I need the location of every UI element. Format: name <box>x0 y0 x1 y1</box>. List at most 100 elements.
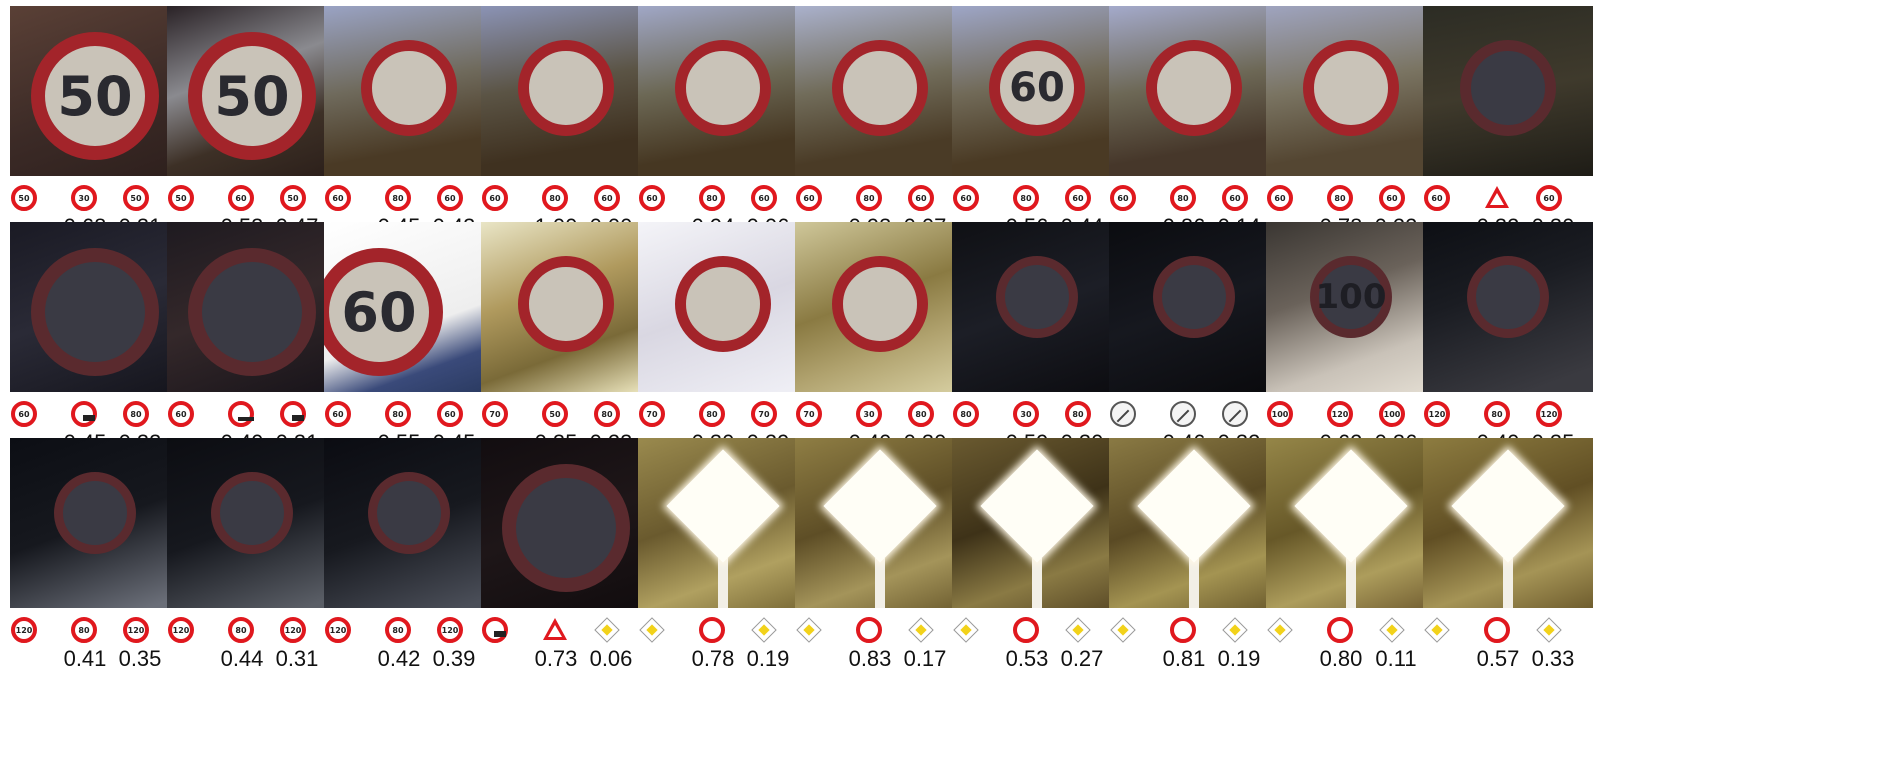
speed-limit-sign <box>1467 256 1549 338</box>
top2-score: 0.35 <box>118 646 162 671</box>
top1-class-icon: 50 <box>541 400 569 428</box>
diamond-shape <box>1065 617 1091 643</box>
true-class-icon: 60 <box>324 184 352 212</box>
sign-photo <box>952 438 1122 608</box>
sign-photo <box>324 6 494 176</box>
sample-cell: 606080600.560.44 <box>952 6 1122 252</box>
true-class-icon <box>1109 400 1137 428</box>
top2-class-icon: 100 <box>1378 400 1406 428</box>
sample-cell: 505060500.530.47 <box>167 6 337 252</box>
sign-digits: 70 <box>751 401 777 427</box>
sample-cell: 120 80 120 0.42 0.39 <box>324 438 494 684</box>
sample-cell: 1001001201000.620.36 <box>1266 222 1436 468</box>
diamond-shape <box>1379 617 1405 643</box>
diamond-shape <box>1267 617 1293 643</box>
sign-digits: 60 <box>437 401 463 427</box>
sign-photo: 50 <box>167 6 337 176</box>
speed-limit-sign <box>1153 256 1235 338</box>
speed-limit-sign <box>188 248 316 376</box>
class-icons: 120 80 120 <box>167 616 337 646</box>
top2-score: 0.19 <box>1217 646 1261 671</box>
top1-class-icon: 80 <box>1483 400 1511 428</box>
speed-limit-sign <box>368 472 450 554</box>
sign-digits: 60 <box>482 185 508 211</box>
class-icons: 60 60 <box>1423 184 1593 214</box>
top2-class-icon: 50 <box>122 184 150 212</box>
diamond-shape <box>1536 617 1562 643</box>
top1-score: 0.81 <box>1162 646 1206 671</box>
top2-class-icon: 50 <box>279 184 307 212</box>
class-icons: 60 80 60 <box>1266 184 1436 214</box>
sample-cell: 6080600.940.06 <box>638 6 808 252</box>
sample-cell: 7080700.300.29 <box>638 222 808 468</box>
class-icons: 70 50 80 <box>481 400 651 430</box>
sign-digits: 60 <box>325 401 351 427</box>
speed-limit-sign: 60 <box>989 40 1085 136</box>
class-icons <box>638 616 808 646</box>
top2-class-icon: 60 <box>436 184 464 212</box>
top1-class-icon: 80 <box>541 184 569 212</box>
top2-class-icon: 120 <box>1535 400 1563 428</box>
sign-photo: 60 <box>952 6 1122 176</box>
top1-class-icon: 80 <box>698 184 726 212</box>
class-icons <box>795 616 965 646</box>
sign-photo <box>481 438 651 608</box>
sign-photo <box>10 222 180 392</box>
class-icons: 60 80 60 <box>1109 184 1279 214</box>
sign-digits: 120 <box>437 617 463 643</box>
sign-digits: 30 <box>1013 401 1039 427</box>
top2-class-icon <box>1535 616 1563 644</box>
top1-score: 0.73 <box>534 646 578 671</box>
triangle-shape <box>1485 186 1509 208</box>
sign-digits: 120 <box>123 617 149 643</box>
sign-digits: 80 <box>699 185 725 211</box>
sign-photo <box>638 222 808 392</box>
top2-class-icon: 80 <box>907 400 935 428</box>
sample-cell: 60600.320.30 <box>1423 6 1593 252</box>
top1-class-icon: 60 <box>227 184 255 212</box>
top1-class-icon: 80 <box>698 400 726 428</box>
true-class-icon <box>638 616 666 644</box>
class-icons <box>481 616 651 646</box>
speed-limit-sign <box>54 472 136 554</box>
sample-cell: 0.83 0.17 <box>795 438 965 684</box>
true-class-icon: 60 <box>1109 184 1137 212</box>
speed-limit-sign <box>1146 40 1242 136</box>
top1-class-icon <box>541 616 569 644</box>
top2-score: 0.31 <box>275 646 319 671</box>
top1-score: 0.57 <box>1476 646 1520 671</box>
truck-glyph <box>292 415 304 421</box>
sign-ring <box>1110 401 1136 427</box>
speed-limit-sign <box>1303 40 1399 136</box>
sign-photo <box>324 438 494 608</box>
sign-digits: 70 <box>482 401 508 427</box>
top2-class-icon: 60 <box>593 184 621 212</box>
speed-limit-sign <box>31 248 159 376</box>
sign-digits: 80 <box>1484 401 1510 427</box>
sign-photo <box>795 6 965 176</box>
top1-class-icon: 80 <box>70 616 98 644</box>
top1-class-icon <box>1169 400 1197 428</box>
class-icons: 50 60 50 <box>167 184 337 214</box>
sign-digits: 100 <box>1267 401 1293 427</box>
sign-ring <box>1484 617 1510 643</box>
sign-photo <box>1266 438 1436 608</box>
sign-digits: 100 <box>1379 401 1405 427</box>
sign-digits: 60 <box>1110 185 1136 211</box>
sign-photo <box>481 222 651 392</box>
sign-digits: 120 <box>1327 401 1353 427</box>
speed-limit-sign <box>1460 40 1556 136</box>
diamond-shape <box>796 617 822 643</box>
sign-digits: 80 <box>385 185 411 211</box>
sign-digits: 80 <box>594 401 620 427</box>
top1-class-icon <box>227 400 255 428</box>
class-icons: 60 80 60 <box>324 184 494 214</box>
class-icons: 60 80 60 <box>481 184 651 214</box>
top1-class-icon: 30 <box>855 400 883 428</box>
sign-number: 50 <box>214 64 290 128</box>
sign-ring <box>1170 401 1196 427</box>
true-class-icon: 60 <box>952 184 980 212</box>
true-class-icon: 60 <box>481 184 509 212</box>
sample-cell: 7050800.350.23 <box>481 222 651 468</box>
speed-limit-sign <box>211 472 293 554</box>
